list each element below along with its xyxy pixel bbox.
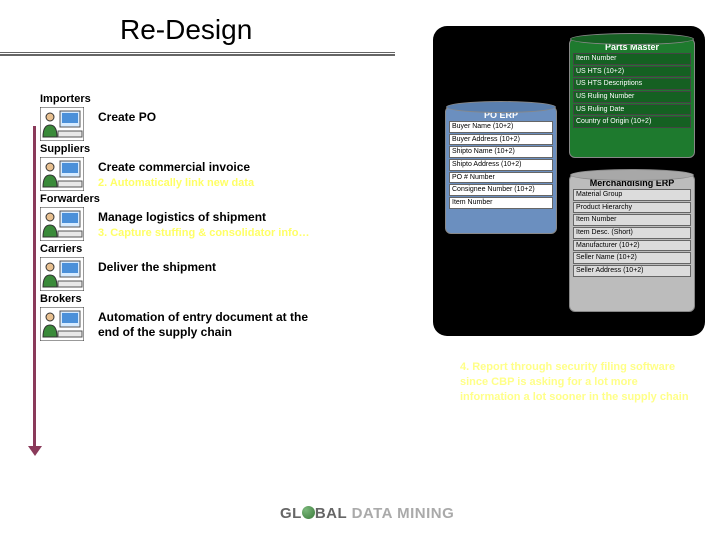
computer-user-icon <box>40 207 84 241</box>
db-field: US Ruling Number <box>573 91 691 103</box>
db-field: US HTS Descriptions <box>573 78 691 90</box>
computer-user-icon <box>40 157 84 191</box>
page-title: Re-Design <box>120 14 252 46</box>
task-text: Create commercial invoice <box>98 160 254 175</box>
db-parts-master: Parts Master Item Number US HTS (10+2) U… <box>569 38 695 158</box>
db-field: US HTS (10+2) <box>573 66 691 78</box>
db-field: Item Number <box>573 53 691 65</box>
roles-column: Importers Create PO Suppliers <box>40 93 390 343</box>
db-field: Item Number <box>449 197 553 209</box>
db-field: Seller Address (10+2) <box>573 265 691 277</box>
db-field: Shipto Name (10+2) <box>449 146 553 158</box>
logo-text: GL <box>280 505 302 522</box>
role-importers: Importers Create PO <box>40 93 390 141</box>
db-merch-erp: Merchandising ERP Material Group Product… <box>569 174 695 312</box>
role-suppliers: Suppliers Create commercial invoice 2. A… <box>40 143 390 191</box>
db-field: PO # Number <box>449 172 553 184</box>
task-text: Manage logistics of shipment <box>98 210 309 225</box>
globe-icon <box>302 506 315 519</box>
db-field: Item Number <box>573 214 691 226</box>
title-divider <box>0 52 395 56</box>
db-field: Buyer Address (10+2) <box>449 134 553 146</box>
db-field: Shipto Address (10+2) <box>449 159 553 171</box>
role-label: Suppliers <box>40 143 390 155</box>
role-label: Forwarders <box>40 193 390 205</box>
task-text: Deliver the shipment <box>98 260 216 275</box>
db-field: Buyer Name (10+2) <box>449 121 553 133</box>
db-field: Manufacturer (10+2) <box>573 240 691 252</box>
role-label: Importers <box>40 93 390 105</box>
role-forwarders: Forwarders Manage logistics of shipment … <box>40 193 390 241</box>
db-po-erp: PO ERP Buyer Name (10+2) Buyer Address (… <box>445 106 557 234</box>
computer-user-icon <box>40 107 84 141</box>
db-field: US Ruling Date <box>573 104 691 116</box>
computer-user-icon <box>40 307 84 341</box>
annotation-note-4: 4. Report through security filing softwa… <box>460 360 690 405</box>
role-label: Brokers <box>40 293 390 305</box>
computer-user-icon <box>40 257 84 291</box>
task-text: Create PO <box>98 110 156 125</box>
database-panel: PO ERP Buyer Name (10+2) Buyer Address (… <box>433 26 705 336</box>
task-text: Automation of entry document at the end … <box>98 310 318 340</box>
db-field: Consignee Number (10+2) <box>449 184 553 196</box>
db-field: Country of Origin (10+2) <box>573 116 691 128</box>
role-brokers: Brokers Automation of entry document at … <box>40 293 390 341</box>
db-field: Seller Name (10+2) <box>573 252 691 264</box>
db-field: Product Hierarchy <box>573 202 691 214</box>
logo-text: DATA MINING <box>352 505 455 522</box>
db-field: Item Desc. (Short) <box>573 227 691 239</box>
role-carriers: Carriers Deliver the shipment <box>40 243 390 291</box>
role-label: Carriers <box>40 243 390 255</box>
annotation-text: 3. Capture stuffing & consolidator info… <box>98 227 309 241</box>
annotation-text: 2. Automatically link new data <box>98 177 254 191</box>
db-field: Material Group <box>573 189 691 201</box>
footer-logo: GL BAL DATA MINING <box>280 505 454 522</box>
logo-text: BAL <box>315 505 347 522</box>
